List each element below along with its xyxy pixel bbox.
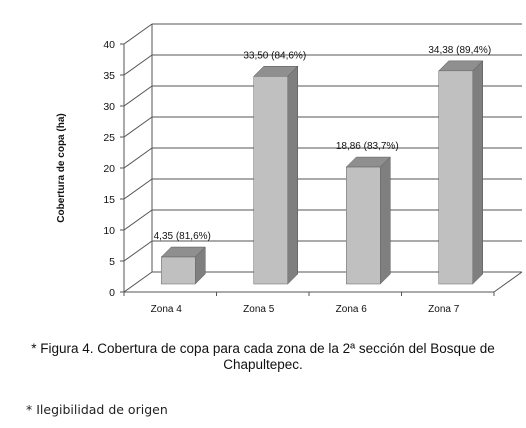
y-tick-label: 10 — [103, 225, 115, 237]
bar-zona-6 — [345, 156, 391, 285]
data-label: 4,35 (81,6%) — [154, 231, 211, 242]
gridline-side-15 — [123, 178, 153, 200]
gridline-side-25 — [123, 116, 153, 138]
y-axis-label: Cobertura de copa (ha) — [56, 113, 67, 222]
bar-side — [472, 60, 483, 285]
gridline-side-10 — [123, 209, 153, 231]
y-tick-label: 40 — [103, 39, 115, 51]
bar-side — [287, 65, 298, 285]
y-tick-label: 25 — [103, 132, 115, 144]
bar-zona-4 — [160, 246, 206, 285]
gridline-side-5 — [123, 240, 153, 262]
data-label: 18,86 (83,7%) — [336, 141, 399, 152]
y-tick-label: 20 — [103, 163, 115, 175]
bar-zona-7 — [438, 60, 484, 285]
gridline-side-20 — [123, 147, 153, 169]
y-tick-label: 30 — [103, 101, 115, 113]
y-tick-label: 5 — [109, 256, 115, 268]
bar-chart: 0 5 10 15 20 25 30 35 40 4,35 (81,6%) Zona 4 33,50… — [56, 23, 523, 315]
caption-line-1: * Figura 4. Cobertura de copa para cada … — [31, 341, 495, 356]
bar-front — [161, 256, 196, 285]
gridline-side-0 — [123, 271, 153, 293]
x-tick-label: Zona 6 — [336, 304, 368, 315]
y-tick-label: 15 — [103, 194, 115, 206]
bar-front — [253, 76, 288, 285]
gridline-side-30 — [123, 85, 153, 107]
y-tick-label: 0 — [109, 287, 115, 299]
gridline-side-40 — [123, 23, 153, 45]
caption-line-2: Chapultepec. — [223, 357, 303, 372]
bar-front — [438, 70, 473, 285]
chart-bars — [160, 60, 484, 285]
data-label: 33,50 (84,6%) — [243, 50, 306, 61]
x-tick-label: Zona 5 — [243, 304, 275, 315]
bar-side — [380, 156, 391, 285]
x-tick-label: Zona 7 — [428, 304, 460, 315]
floor-right-edge — [493, 271, 523, 293]
data-label: 34,38 (89,4%) — [428, 45, 491, 56]
figure-caption: * Figura 4. Cobertura de copa para cada … — [8, 341, 518, 373]
gridline-side-35 — [123, 54, 153, 76]
bar-front — [346, 166, 381, 285]
x-tick-label: Zona 4 — [151, 304, 183, 315]
illegibility-note: * Ilegibilidad de origen — [26, 402, 168, 417]
bar-zona-5 — [253, 65, 299, 285]
chart-labels: 4,35 (81,6%) Zona 4 33,50 (84,6%) Zona 5 18,… — [151, 45, 491, 315]
y-tick-label: 35 — [103, 70, 115, 82]
